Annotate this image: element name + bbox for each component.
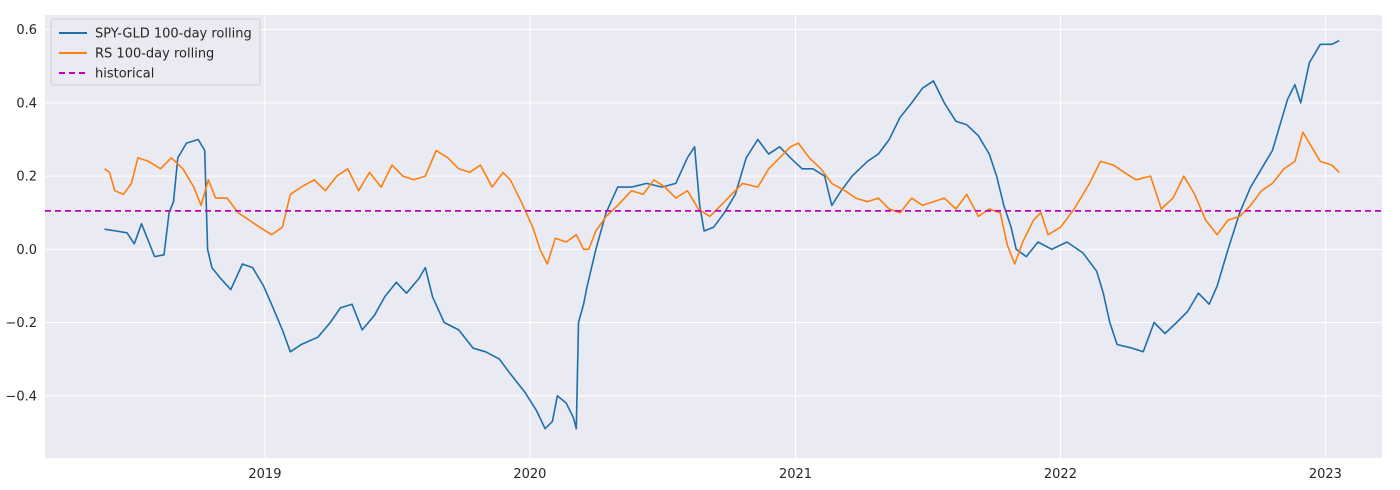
legend-label-rs: RS 100-day rolling [95,47,214,62]
x-tick-labels: 2019 2020 2021 2022 2023 [248,467,1342,482]
x-tick-label: 2020 [513,467,546,482]
y-tick-label: 0.4 [16,96,37,111]
y-tick-label: 0.0 [16,243,37,258]
series-line-spy-gld [104,39,1340,430]
y-tick-label: −0.2 [5,316,37,331]
y-tick-label: 0.2 [16,170,37,185]
series-line-rs [104,131,1340,265]
x-tick-label: 2022 [1044,467,1077,482]
y-tick-label: −0.4 [5,389,37,404]
y-tick-labels: −0.4 −0.2 0.0 0.2 0.4 0.6 [5,23,37,404]
legend-box [50,18,261,86]
x-tick-label: 2019 [248,467,281,482]
plot-background [45,15,1382,458]
legend-label-spy-gld: SPY-GLD 100-day rolling [95,27,252,42]
grid-lines [45,15,1382,458]
y-tick-label: 0.6 [16,23,37,38]
legend: SPY-GLD 100-day rolling RS 100-day rolli… [50,18,261,86]
x-tick-label: 2023 [1309,467,1342,482]
x-tick-label: 2021 [779,467,812,482]
series-lines [45,39,1382,430]
legend-label-historical: historical [95,67,154,82]
